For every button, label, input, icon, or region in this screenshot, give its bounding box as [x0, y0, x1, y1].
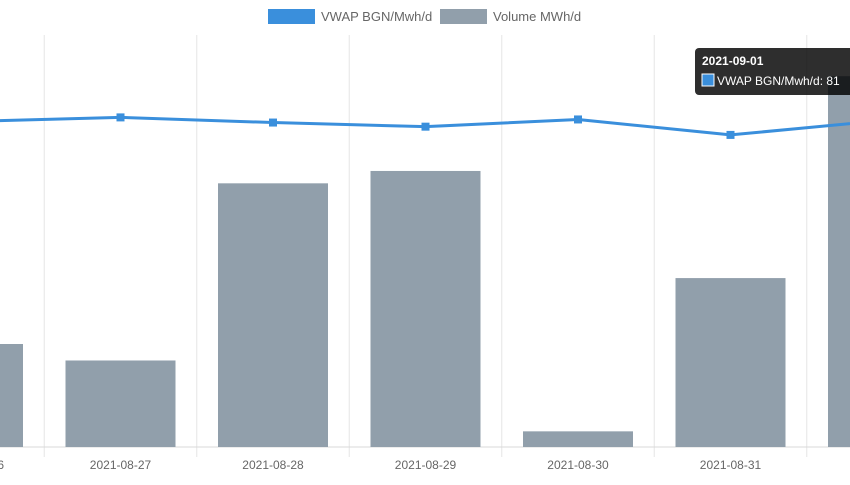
x-tick-label: 6	[0, 458, 4, 472]
volume-bar[interactable]	[523, 431, 633, 447]
legend: VWAP BGN/Mwh/d Volume MWh/d	[268, 9, 581, 24]
tooltip-box	[695, 48, 850, 95]
vwap-point[interactable]	[574, 115, 582, 124]
tooltip-title: 2021-09-01	[702, 54, 764, 68]
x-tick-label: 2021-08-31	[700, 458, 762, 472]
volume-bar[interactable]	[65, 360, 176, 447]
legend-swatch-vwap	[268, 9, 315, 24]
tooltip: 2021-09-01 VWAP BGN/Mwh/d: 81	[695, 48, 850, 95]
volume-bar[interactable]	[370, 170, 481, 447]
vwap-point[interactable]	[421, 122, 430, 131]
volume-bar[interactable]	[828, 76, 850, 447]
legend-item-volume[interactable]: Volume MWh/d	[440, 9, 581, 24]
x-tick-label: 2021-08-27	[90, 458, 152, 472]
vwap-point[interactable]	[726, 130, 735, 139]
volume-bar[interactable]	[218, 183, 328, 447]
x-tick-label: 2021-08-28	[242, 458, 304, 472]
legend-label-volume: Volume MWh/d	[493, 9, 581, 24]
x-tick-label: 2021-08-29	[395, 458, 457, 472]
legend-label-vwap: VWAP BGN/Mwh/d	[321, 9, 432, 24]
vwap-line-series	[0, 113, 850, 139]
volume-bars	[0, 76, 850, 447]
legend-item-vwap[interactable]: VWAP BGN/Mwh/d	[268, 9, 432, 24]
tooltip-swatch	[701, 73, 715, 87]
vwap-point[interactable]	[269, 118, 277, 127]
volume-bar[interactable]	[675, 278, 786, 447]
vwap-point[interactable]	[116, 113, 125, 122]
x-axis-ticks: 6 2021-08-27 2021-08-28 2021-08-29 2021-08-3…	[0, 458, 762, 472]
x-tick-label: 2021-08-30	[547, 458, 609, 472]
legend-swatch-volume	[440, 9, 487, 24]
tooltip-body: VWAP BGN/Mwh/d: 81	[717, 74, 840, 88]
volume-bar[interactable]	[0, 344, 23, 447]
